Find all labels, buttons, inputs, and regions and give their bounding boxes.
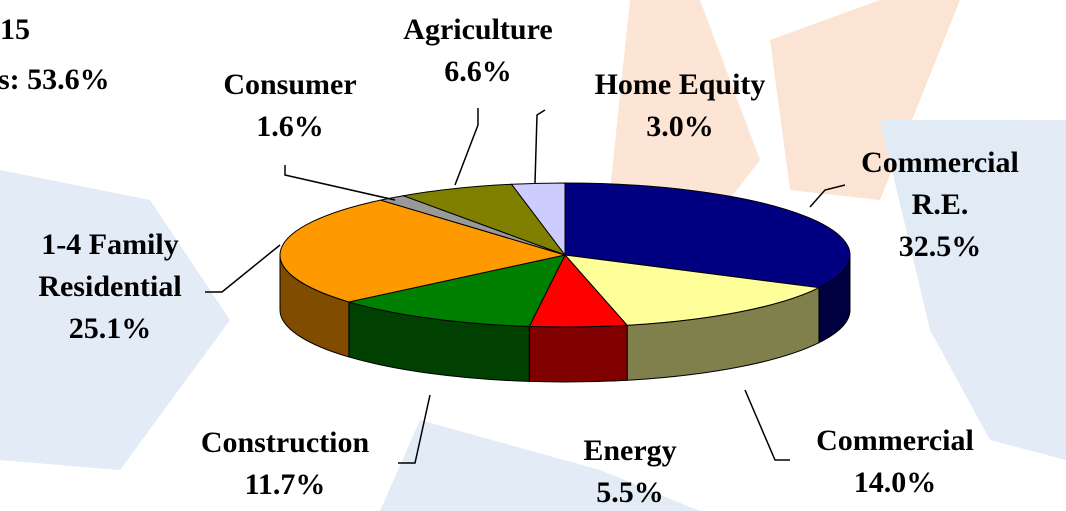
category-name: Agriculture <box>403 13 553 46</box>
value-label: 11.7% <box>244 468 326 501</box>
slice-label: Consumer 1.6% <box>190 64 390 148</box>
pie <box>279 182 851 383</box>
category-name: 1-4 Family Residential <box>38 228 182 303</box>
category-name: Energy <box>583 434 677 467</box>
value-label: 3.0% <box>646 110 714 143</box>
category-name: Commercial R.E. <box>861 146 1019 221</box>
slice-label: Home Equity 3.0% <box>560 64 800 148</box>
value-label: 32.5% <box>898 230 982 263</box>
category-name: Consumer <box>223 68 357 101</box>
leader-lines <box>205 108 846 464</box>
slice <box>564 182 851 289</box>
value-label: 1.6% <box>256 110 324 143</box>
slice-label: Agriculture 6.6% <box>368 9 588 93</box>
annotation: 15 <box>0 13 30 46</box>
slice <box>510 182 566 257</box>
category-name: Construction <box>200 426 370 459</box>
value-label: 14.0% <box>853 466 937 499</box>
value-label: 6.6% <box>444 55 512 88</box>
slice-label: 1-4 Family Residential 25.1% <box>10 224 210 350</box>
annotation: s: 53.6% <box>0 63 110 96</box>
slice-label: Commercial 14.0% <box>775 420 1015 504</box>
category-name: Commercial <box>816 424 974 457</box>
value-label: 25.1% <box>68 312 152 345</box>
slice-label: Commercial R.E. 32.5% <box>830 142 1050 268</box>
slice-label: Construction 11.7% <box>165 422 405 506</box>
category-name: Home Equity <box>594 68 766 101</box>
slice-side <box>528 324 628 383</box>
value-label: 5.5% <box>596 476 664 509</box>
slice-label: Energy 5.5% <box>530 430 730 511</box>
slice <box>279 199 566 303</box>
slice <box>563 254 821 326</box>
slice <box>348 254 566 327</box>
